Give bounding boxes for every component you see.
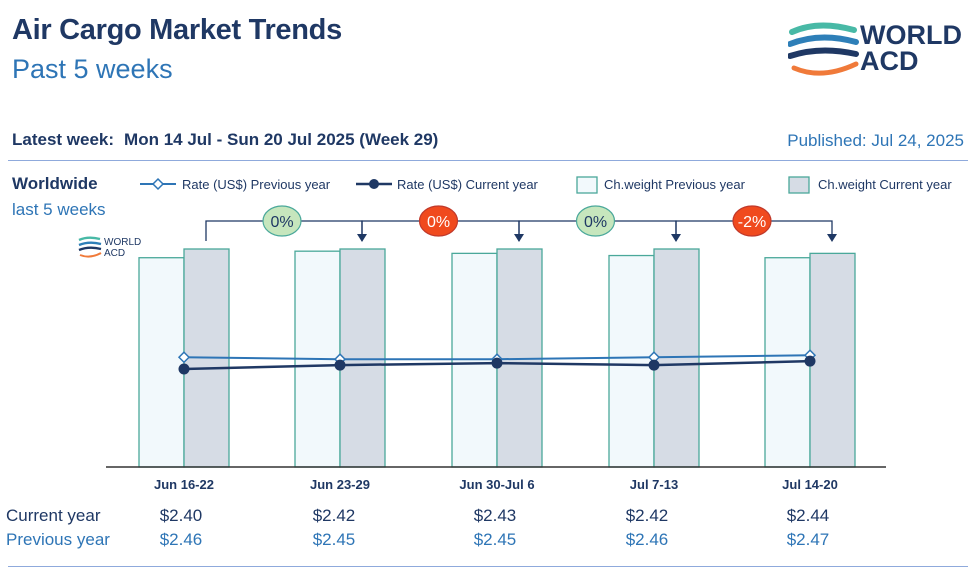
change-badge-label: 0% bbox=[584, 214, 607, 231]
change-badge-label: 0% bbox=[427, 214, 450, 231]
rate-current-point bbox=[804, 355, 816, 367]
rate-previous-value: $2.46 bbox=[159, 530, 203, 549]
rate-previous-value: $2.46 bbox=[625, 530, 669, 549]
region-label: Worldwide bbox=[12, 174, 98, 193]
logo-text: WORLD ACD bbox=[860, 20, 962, 76]
rate-current-point bbox=[491, 357, 503, 369]
x-tick-label: Jun 23-29 bbox=[310, 477, 370, 492]
rate-current-point bbox=[648, 359, 660, 371]
small-world-acd-logo-icon: WORLD ACD bbox=[78, 236, 141, 259]
bar-weight-current bbox=[339, 248, 386, 468]
legend-rate-previous: Rate (US$) Previous year bbox=[138, 176, 330, 195]
bar-weight-previous bbox=[608, 254, 655, 468]
divider-bottom bbox=[8, 566, 968, 567]
world-acd-logo-icon bbox=[788, 22, 859, 76]
legend-rate-current: Rate (US$) Current year bbox=[354, 176, 538, 195]
bar-weight-previous bbox=[138, 257, 185, 468]
previous-year-label: Previous year bbox=[6, 530, 110, 549]
x-tick-label: Jun 30-Jul 6 bbox=[459, 477, 534, 492]
latest-week: Latest week: Mon 14 Jul - Sun 20 Jul 2025… bbox=[12, 130, 439, 149]
period-label: last 5 weeks bbox=[12, 200, 106, 219]
line-diamond-icon bbox=[140, 177, 176, 191]
rate-previous-value: $2.45 bbox=[312, 530, 356, 549]
rate-previous-value: $2.45 bbox=[473, 530, 517, 549]
page-subtitle: Past 5 weeks bbox=[12, 54, 173, 84]
rate-previous-point bbox=[177, 351, 191, 364]
change-badge bbox=[262, 205, 302, 237]
x-tick-label: Jul 14-20 bbox=[782, 477, 838, 492]
bar-current-swatch-icon bbox=[788, 176, 810, 194]
x-tick-label: Jul 7-13 bbox=[630, 477, 678, 492]
rate-current-value: $2.42 bbox=[312, 506, 356, 525]
change-badge bbox=[732, 205, 772, 237]
bar-weight-current bbox=[809, 252, 856, 468]
x-tick-label: Jun 16-22 bbox=[154, 477, 214, 492]
change-badge bbox=[418, 205, 459, 237]
svg-text:ACD: ACD bbox=[104, 248, 125, 259]
divider-top bbox=[8, 160, 968, 161]
change-badge-label: 0% bbox=[270, 214, 293, 231]
change-arrow-icon bbox=[827, 234, 837, 242]
change-badge-label: -2% bbox=[738, 214, 766, 231]
published-date: Published: Jul 24, 2025 bbox=[787, 131, 964, 150]
line-circle-icon bbox=[356, 179, 392, 189]
page-title: Air Cargo Market Trends bbox=[12, 14, 342, 46]
bar-previous-swatch-icon bbox=[576, 176, 598, 194]
change-badge bbox=[575, 205, 616, 237]
rate-current-point bbox=[334, 359, 346, 371]
legend-weight-previous: Ch.weight Previous year bbox=[576, 176, 745, 197]
legend-weight-current: Ch.weight Current year bbox=[788, 176, 952, 197]
rate-previous-value: $2.47 bbox=[786, 530, 830, 549]
chart-area: Jun 16-22 Jun 23-29 Jun 30-Jul 6 Jul 7-13 Ju… bbox=[106, 205, 886, 492]
rate-current-point bbox=[178, 363, 190, 375]
rate-current-value: $2.43 bbox=[473, 506, 517, 525]
current-year-label: Current year bbox=[6, 506, 101, 525]
rate-current-value: $2.44 bbox=[786, 506, 830, 525]
rate-current-value: $2.42 bbox=[625, 506, 669, 525]
rate-current-value: $2.40 bbox=[159, 506, 203, 525]
svg-text:WORLD: WORLD bbox=[104, 237, 141, 248]
